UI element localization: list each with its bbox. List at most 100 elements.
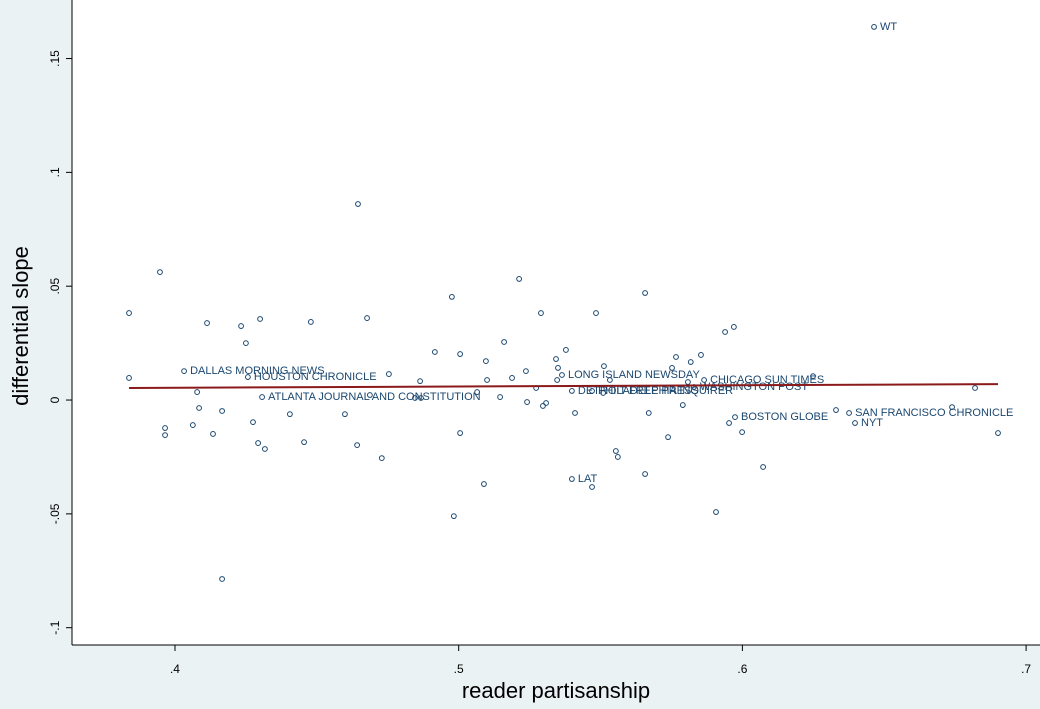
point <box>243 340 249 347</box>
point <box>431 349 438 355</box>
point <box>181 368 187 375</box>
point <box>162 432 168 438</box>
point <box>852 420 858 426</box>
point-label: BOSTON GLOBE <box>741 411 828 423</box>
y-tick-label: -.05 <box>48 503 62 524</box>
point <box>412 395 418 401</box>
point <box>810 373 816 380</box>
point <box>713 509 719 515</box>
point <box>194 389 201 395</box>
point-label: NYT <box>861 417 883 429</box>
point <box>366 392 373 398</box>
point <box>385 371 392 377</box>
point <box>553 356 559 362</box>
point <box>355 201 361 207</box>
y-axis-label: differential slope <box>8 246 33 406</box>
point <box>722 329 728 335</box>
point <box>685 379 691 385</box>
point <box>589 388 595 394</box>
point <box>196 405 202 411</box>
point <box>600 390 606 396</box>
point <box>559 372 565 378</box>
point <box>568 476 575 482</box>
point <box>563 347 569 353</box>
point <box>157 269 163 275</box>
point <box>601 363 607 370</box>
point <box>516 276 523 282</box>
point-label: CHICAGO SUN TIMES <box>710 374 824 386</box>
point <box>497 394 504 400</box>
point <box>262 446 268 452</box>
point-label: SAN FRANCISCO CHRONICLE <box>855 407 1013 419</box>
point <box>126 310 132 316</box>
point <box>481 481 487 487</box>
point <box>669 365 675 371</box>
point <box>448 294 455 300</box>
point <box>739 429 746 436</box>
x-tick-label: .5 <box>454 662 464 676</box>
point <box>219 576 225 582</box>
point <box>523 368 529 375</box>
point <box>255 440 262 446</box>
point <box>645 410 652 416</box>
point <box>538 310 544 316</box>
point-label: PHILADELPHIA INQUIRER <box>598 385 733 397</box>
point <box>524 399 530 405</box>
point <box>572 410 578 416</box>
y-tick-label: .15 <box>48 50 62 67</box>
y-tick-label: 0 <box>48 396 62 403</box>
point-label: WT <box>880 21 897 33</box>
point-label: HOUSTON CHRONICLE <box>254 371 377 383</box>
point <box>259 394 265 400</box>
point <box>540 403 546 409</box>
point <box>972 385 978 391</box>
point <box>342 411 348 418</box>
point <box>701 377 707 383</box>
fit-line <box>129 383 999 389</box>
point <box>417 378 424 385</box>
point <box>457 351 464 357</box>
point <box>450 513 457 520</box>
x-axis-label: reader partisanship <box>462 678 650 703</box>
x-tick-label: .4 <box>170 662 180 676</box>
point <box>286 411 293 418</box>
point <box>501 339 507 345</box>
point <box>555 365 561 371</box>
point <box>189 422 196 428</box>
point <box>162 425 168 431</box>
point <box>607 377 613 383</box>
x-tick-label: .7 <box>1021 662 1031 676</box>
point <box>257 316 263 322</box>
point <box>732 414 738 421</box>
point <box>642 290 648 296</box>
y-tick-label: .05 <box>48 278 62 295</box>
point <box>698 352 704 358</box>
point <box>126 375 132 381</box>
point <box>219 408 225 414</box>
point <box>589 484 595 490</box>
point-label: DETROIT FREE PRESS <box>578 385 699 397</box>
point <box>846 410 852 416</box>
point <box>484 377 490 383</box>
point <box>593 310 599 316</box>
y-tick-label: -.1 <box>48 620 62 634</box>
point <box>665 434 671 441</box>
plot-region <box>72 0 1040 645</box>
point <box>687 359 694 365</box>
point <box>509 375 515 381</box>
point-label: LONG ISLAND NEWSDAY <box>568 369 700 381</box>
point <box>673 354 679 360</box>
point <box>614 454 621 460</box>
point <box>364 315 370 321</box>
x-tick-label: .6 <box>737 662 747 676</box>
point <box>250 419 256 426</box>
point-label: DALLAS MORNING NEWS <box>190 365 324 377</box>
point <box>457 430 464 436</box>
point <box>949 404 955 410</box>
point <box>301 439 307 446</box>
point <box>568 388 575 394</box>
point <box>474 389 481 395</box>
point <box>642 471 648 477</box>
